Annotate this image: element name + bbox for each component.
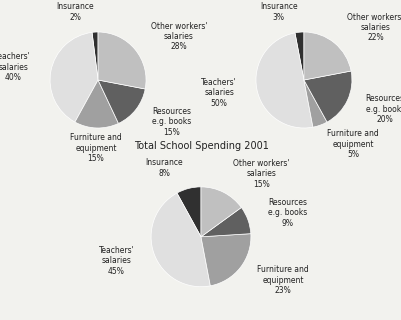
Wedge shape xyxy=(200,207,250,237)
Wedge shape xyxy=(75,80,118,128)
Text: Insurance
8%: Insurance 8% xyxy=(146,158,183,178)
Wedge shape xyxy=(98,80,145,124)
Text: Resources
e.g. books
9%: Resources e.g. books 9% xyxy=(267,198,306,228)
Text: Furniture and
equipment
15%: Furniture and equipment 15% xyxy=(70,133,122,163)
Wedge shape xyxy=(151,193,210,287)
Wedge shape xyxy=(303,32,350,80)
Text: Furniture and
equipment
23%: Furniture and equipment 23% xyxy=(256,265,308,295)
Wedge shape xyxy=(255,33,312,128)
Wedge shape xyxy=(98,32,146,89)
Text: Resources
e.g. books
15%: Resources e.g. books 15% xyxy=(152,107,191,137)
Title: Total School Spending 2001: Total School Spending 2001 xyxy=(133,141,268,151)
Wedge shape xyxy=(50,32,98,122)
Text: Insurance
2%: Insurance 2% xyxy=(56,2,93,22)
Wedge shape xyxy=(294,32,303,80)
Wedge shape xyxy=(176,187,200,237)
Wedge shape xyxy=(200,234,250,286)
Text: Teachers'
salaries
50%: Teachers' salaries 50% xyxy=(201,78,237,108)
Wedge shape xyxy=(303,80,326,127)
Text: Resources
e.g. books
20%: Resources e.g. books 20% xyxy=(365,94,401,124)
Text: Teachers'
salaries
45%: Teachers' salaries 45% xyxy=(98,246,134,276)
Text: Other workers'
salaries
28%: Other workers' salaries 28% xyxy=(150,22,207,52)
Wedge shape xyxy=(303,71,351,122)
Text: Teachers'
salaries
40%: Teachers' salaries 40% xyxy=(0,52,31,82)
Text: Insurance
3%: Insurance 3% xyxy=(259,3,297,22)
Wedge shape xyxy=(92,32,98,80)
Text: Furniture and
equipment
5%: Furniture and equipment 5% xyxy=(326,129,378,159)
Text: Other workers'
salaries
15%: Other workers' salaries 15% xyxy=(233,159,289,188)
Text: Other workers'
salaries
22%: Other workers' salaries 22% xyxy=(346,12,401,42)
Wedge shape xyxy=(200,187,241,237)
